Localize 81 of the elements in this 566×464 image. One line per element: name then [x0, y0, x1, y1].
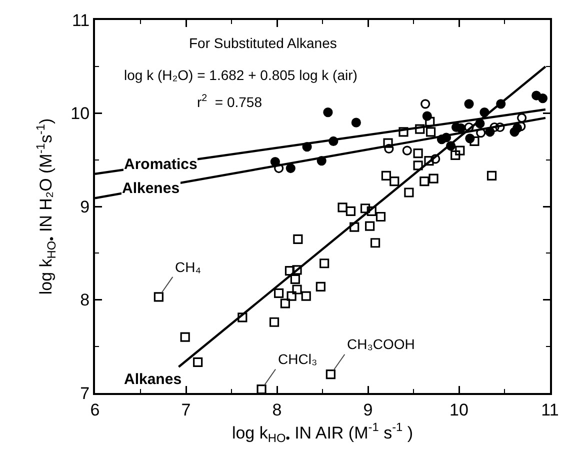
point	[404, 188, 414, 198]
point	[420, 99, 430, 109]
point	[464, 99, 474, 109]
point	[286, 291, 296, 301]
point	[290, 274, 300, 284]
point	[360, 204, 370, 214]
x-tick-label: 11	[541, 400, 559, 420]
x-tick-label: 7	[181, 400, 191, 420]
point	[390, 176, 400, 186]
point	[450, 150, 460, 160]
point	[446, 141, 456, 151]
point	[486, 170, 497, 181]
point	[475, 118, 485, 128]
point	[402, 146, 412, 156]
point	[292, 284, 302, 294]
point	[370, 238, 380, 248]
annotation: r$^{2}$ = 0.758	[197, 93, 262, 110]
x-axis-title: log k$_{HO•}$ IN AIR (M$^{-1}$ s$^{-1}$ )	[232, 420, 414, 445]
point	[154, 292, 164, 302]
point	[470, 136, 480, 146]
point	[293, 234, 303, 244]
point	[280, 298, 290, 308]
point	[381, 170, 391, 181]
point	[284, 266, 295, 276]
y-tick-label: 10	[70, 104, 90, 124]
point	[180, 332, 190, 342]
point	[376, 212, 386, 222]
annotation: For Substituted Alkanes	[189, 35, 337, 51]
x-tick-label: 10	[450, 400, 468, 420]
point	[538, 94, 548, 104]
x-tick-label: 9	[363, 400, 373, 420]
point	[365, 221, 375, 231]
point	[326, 370, 336, 380]
point	[455, 146, 465, 156]
y-tick-label: 9	[80, 197, 90, 216]
series-label: Aromatics	[124, 156, 198, 173]
point	[516, 113, 527, 123]
annotation: CH₃COOH	[347, 336, 415, 352]
y-tick-label: 7	[80, 384, 90, 403]
y-tick-label: 11	[72, 10, 90, 30]
point	[496, 99, 506, 109]
x-tick-label: 8	[272, 400, 282, 420]
annotation: CHCl₃	[278, 351, 318, 367]
x-tick-label: 6	[90, 400, 100, 420]
point	[413, 160, 423, 170]
point	[302, 142, 312, 152]
point	[274, 288, 284, 298]
point	[269, 317, 280, 327]
point	[383, 138, 393, 148]
point	[480, 108, 490, 118]
annotation: CH₄	[175, 259, 202, 275]
annotation: log k (H₂O) = 1.682 + 0.805 log k (air)	[124, 67, 358, 83]
point	[351, 118, 361, 128]
point	[398, 127, 408, 137]
point	[456, 123, 466, 133]
point	[441, 132, 452, 142]
point	[424, 156, 434, 166]
point	[292, 265, 302, 275]
point	[328, 136, 338, 146]
point	[338, 202, 348, 212]
y-tick-label: 8	[80, 290, 90, 310]
point	[316, 156, 326, 166]
point	[415, 124, 425, 134]
point	[320, 258, 330, 268]
point	[256, 384, 266, 394]
point	[286, 163, 296, 174]
point	[428, 174, 438, 184]
point	[346, 206, 356, 216]
series-label: Alkenes	[122, 180, 180, 197]
point	[270, 156, 280, 167]
point	[420, 176, 430, 186]
point	[426, 127, 436, 137]
series-label: Alkanes	[124, 371, 182, 388]
point	[413, 148, 423, 158]
point	[193, 357, 203, 368]
point	[366, 206, 376, 216]
point	[323, 108, 333, 118]
point	[316, 282, 326, 292]
point	[301, 291, 311, 301]
point	[350, 222, 360, 232]
point	[238, 312, 248, 322]
